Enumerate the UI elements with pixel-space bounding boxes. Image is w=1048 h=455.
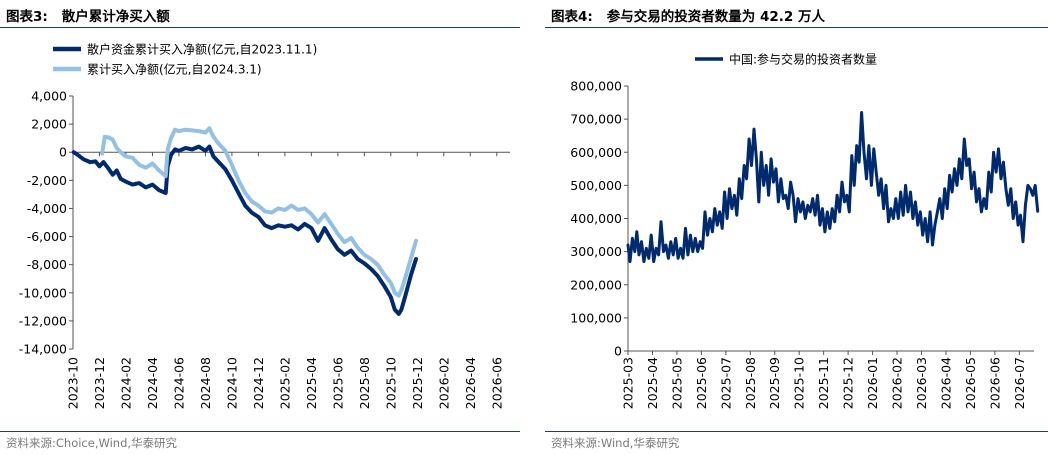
legend-label-1: 散户资金累计买入净额(亿元,自2023.11.1): [87, 42, 317, 57]
investor-count-line-chart: 800,000 700,000 600,000 500,000 400,000 300,0…: [570, 52, 1040, 409]
x-tick-label: 2023-12: [92, 357, 107, 409]
y-tick-label: 0: [59, 145, 67, 160]
x-tick-label: 2025-04: [304, 357, 319, 409]
series-line-1: [626, 111, 1040, 264]
x-tick-label: 2024-06: [171, 357, 186, 409]
x-tick-label: 2025-05: [669, 357, 684, 409]
series-line-1: [71, 144, 418, 316]
x-tick-label: 2025-11: [816, 357, 831, 409]
x-tick-label: 2025-12: [410, 357, 425, 409]
chart-title-text: 散户累计净买入额: [61, 9, 170, 25]
x-tick-label: 2024-10: [224, 357, 239, 409]
x-tick-label: 2025-10: [792, 357, 807, 409]
source-rule: [545, 431, 1048, 432]
y-tick-label: -8,000: [27, 257, 67, 272]
y-tick-label: 300,000: [570, 244, 622, 259]
y-tick-label: -4,000: [27, 201, 67, 216]
x-tick-label: 2026-06: [489, 357, 504, 409]
chart-panel-retail-flow: 图表3: 散户累计净买入额 4,000 2,000 0 -2,000 -4,000 -6,0…: [0, 0, 520, 455]
chart-number: 图表4:: [551, 9, 593, 25]
chart-title: 图表3: 散户累计净买入额: [6, 5, 170, 25]
title-rule: [545, 27, 1048, 28]
y-tick-label: -2,000: [27, 173, 67, 188]
x-tick-label: 2026-03: [914, 357, 929, 409]
y-tick-label: 4,000: [31, 89, 67, 104]
y-tick-label: 100,000: [570, 310, 622, 325]
y-tick-label: 0: [614, 344, 622, 359]
x-tick-label: 2026-01: [865, 357, 880, 409]
x-tick-label: 2025-06: [694, 357, 709, 409]
y-tick-label: 700,000: [570, 112, 622, 127]
chart-title-text: 参与交易的投资者数量为 42.2 万人: [606, 9, 826, 25]
x-tick-label: 2026-04: [463, 357, 478, 409]
y-tick-label: 200,000: [570, 277, 622, 292]
series-line-2: [100, 126, 418, 298]
title-rule: [0, 27, 520, 28]
x-tick-label: 2023-10: [66, 357, 81, 409]
chart-number: 图表3:: [6, 9, 48, 25]
source-rule: [0, 431, 520, 432]
y-tick-label: 500,000: [570, 178, 622, 193]
x-tick-label: 2024-02: [118, 357, 133, 409]
retail-flow-line-chart: 4,000 2,000 0 -2,000 -4,000 -6,000 -8,000 -10,0…: [19, 42, 510, 409]
y-tick-label: -6,000: [27, 229, 67, 244]
x-tick-label: 2024-04: [145, 357, 160, 409]
legend-label-2: 累计买入净额(亿元,自2024.3.1): [87, 62, 262, 77]
x-tick-label: 2025-09: [767, 357, 782, 409]
y-tick-label: 600,000: [570, 145, 622, 160]
x-tick-label: 2026-07: [1012, 357, 1027, 409]
y-tick-label: -14,000: [19, 342, 67, 357]
x-tick-label: 2024-08: [198, 357, 213, 409]
chart-title: 图表4: 参与交易的投资者数量为 42.2 万人: [551, 5, 825, 25]
x-tick-label: 2025-10: [383, 357, 398, 409]
source-note: 资料来源:Choice,Wind,华泰研究: [6, 436, 178, 450]
x-tick-label: 2026-06: [987, 357, 1002, 409]
x-tick-label: 2025-03: [621, 357, 636, 409]
x-tick-label: 2026-05: [963, 357, 978, 409]
y-tick-label: -10,000: [19, 285, 67, 300]
x-tick-label: 2025-12: [841, 357, 856, 409]
x-tick-label: 2026-02: [890, 357, 905, 409]
y-tick-label: 400,000: [570, 211, 622, 226]
y-tick-label: 2,000: [31, 117, 67, 132]
x-tick-label: 2025-07: [718, 357, 733, 409]
x-tick-label: 2025-08: [357, 357, 372, 409]
x-tick-label: 2025-06: [330, 357, 345, 409]
x-tick-label: 2025-02: [277, 357, 292, 409]
y-tick-label: -12,000: [19, 313, 67, 328]
x-tick-label: 2025-04: [645, 357, 660, 409]
y-tick-label: 800,000: [570, 79, 622, 94]
source-note: 资料来源:Wind,华泰研究: [551, 436, 680, 450]
x-tick-label: 2025-08: [743, 357, 758, 409]
legend-label-1: 中国:参与交易的投资者数量: [729, 52, 877, 67]
x-tick-label: 2026-02: [436, 357, 451, 409]
chart-panel-investor-count: 图表4: 参与交易的投资者数量为 42.2 万人 800,000 700,000 60…: [545, 0, 1048, 455]
x-tick-label: 2024-12: [251, 357, 266, 409]
x-tick-label: 2026-04: [938, 357, 953, 409]
